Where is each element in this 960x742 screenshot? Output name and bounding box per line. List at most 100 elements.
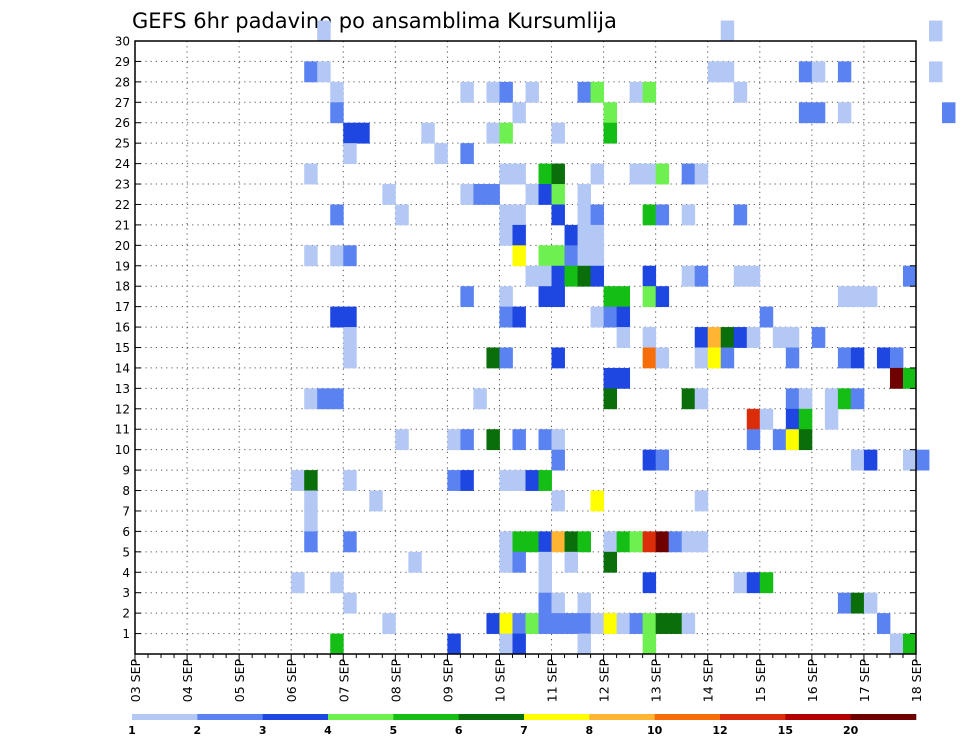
heatmap-cell [642,163,657,185]
heatmap-cell [655,613,670,634]
heatmap-cell [837,347,852,369]
heatmap-cell [720,347,735,369]
heatmap-cell [655,531,670,553]
legend-swatch [654,714,721,720]
heatmap-cell [759,572,774,594]
y-tick-label: 21 [115,218,130,232]
heatmap-cell [655,449,670,471]
heatmap-cell [642,81,657,103]
heatmap-cell [733,204,748,226]
heatmap-cell [551,122,565,144]
heatmap-cell [330,245,344,267]
y-tick-label: 30 [115,35,130,49]
heatmap-cell [343,327,357,348]
heatmap-cell [512,204,526,226]
heatmap-cell [590,81,604,103]
heatmap-cell [538,184,552,205]
heatmap-cell [382,613,396,634]
heatmap-cell [876,613,891,634]
heatmap-cell [603,102,618,124]
heatmap-cell [525,184,539,205]
heatmap-cell [746,327,761,348]
heatmap-cell [577,613,591,634]
x-tick-label: 16 SEP [805,659,820,703]
heatmap-cell [304,490,318,512]
legend-swatch [589,714,655,720]
heatmap-cell [929,20,943,42]
heatmap-cell [408,551,422,573]
heatmap-cell [330,633,344,655]
heatmap-cell [499,122,513,144]
heatmap-cell [785,347,800,369]
heatmap-cell [642,572,657,594]
heatmap-cell [317,61,331,83]
heatmap-cell [902,265,917,287]
legend-swatch [458,714,525,720]
y-tick-label: 4 [122,566,130,580]
heatmap-cell [512,429,526,451]
y-tick-label: 25 [115,137,130,151]
heatmap-cell [512,531,526,553]
heatmap-cell [577,592,591,614]
heatmap-cell [590,224,604,246]
heatmap-cell [512,245,526,267]
y-tick-label: 23 [115,178,130,192]
heatmap-cell [512,470,526,491]
heatmap-cell [759,408,774,430]
y-tick-label: 13 [115,382,130,396]
heatmap-cell [694,490,709,512]
heatmap-cell [590,265,604,287]
heatmap-cell [590,306,604,328]
heatmap-cell [460,143,474,164]
heatmap-cell [929,61,943,83]
heatmap-cell [655,286,670,308]
heatmap-cell [577,184,591,205]
heatmap-cell [746,572,761,594]
legend-label: 15 [778,724,793,737]
y-tick-label: 5 [122,545,130,559]
heatmap-cell [798,102,813,124]
heatmap-cell [590,245,604,267]
heatmap-cell [473,388,487,410]
heatmap-cell [616,613,631,634]
legend-swatch [785,714,851,720]
heatmap-cell [525,470,539,491]
heatmap-cell [551,347,565,369]
heatmap-cell [681,531,696,553]
heatmap-cell [343,592,357,614]
heatmap-cell [564,613,578,634]
heatmap-cell [694,388,709,410]
heatmap-cell [551,592,565,614]
heatmap-cell [616,367,631,389]
heatmap-cell [499,286,513,308]
heatmap-cell [642,531,657,553]
heatmap-cell [655,204,670,226]
y-tick-label: 29 [115,55,130,69]
heatmap-cell [629,81,644,103]
heatmap-cell [460,470,474,491]
heatmap-cell [603,367,618,389]
heatmap-cell [460,286,474,308]
heatmap-cell [707,61,722,83]
heatmap-cell [499,531,513,553]
heatmap-cell [304,61,318,83]
y-tick-label: 14 [115,361,130,375]
legend-swatch [328,714,394,720]
heatmap-cell [486,81,500,103]
heatmap-cell [694,347,709,369]
heatmap-cell [525,531,539,553]
x-tick-label: 03 SEP [128,659,143,703]
heatmap-cell [694,265,709,287]
x-tick-label: 07 SEP [336,659,351,703]
y-tick-label: 18 [115,280,130,294]
legend-label: 12 [712,724,727,737]
y-tick-label: 28 [115,75,130,89]
heatmap-cell [551,449,565,471]
heatmap-cell [382,184,396,205]
heatmap-cell [551,204,565,226]
heatmap-cell [343,531,357,553]
heatmap-cell [499,347,513,369]
heatmap-cell [850,449,865,471]
heatmap-cell [694,163,709,185]
heatmap-cell [772,327,787,348]
